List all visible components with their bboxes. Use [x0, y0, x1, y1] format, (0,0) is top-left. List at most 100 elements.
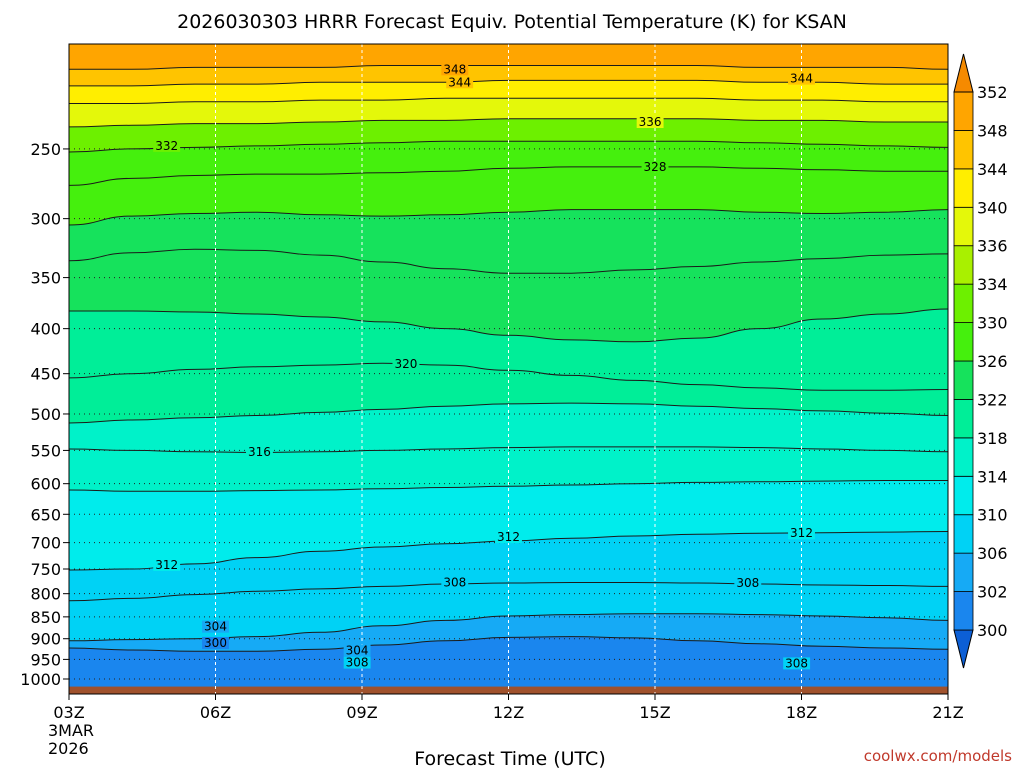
- y-tick-label: 650: [30, 505, 61, 524]
- contour-label-bg: [153, 139, 181, 152]
- contour-label-group: 332: [153, 139, 181, 153]
- colorbar-label: 340: [977, 198, 1008, 217]
- contour-label: 304: [204, 620, 227, 634]
- y-tick-label: 300: [30, 210, 61, 229]
- colorbar-segment: [953, 591, 974, 631]
- colorbar-segment: [953, 437, 974, 477]
- contour-label-bg: [343, 644, 371, 657]
- colorbar-segment: [953, 322, 974, 362]
- contour-336: [69, 118, 948, 128]
- contour-label: 308: [346, 656, 369, 670]
- contour-label-bg: [495, 531, 522, 544]
- x-tick-label: 18Z: [786, 703, 817, 722]
- contour-label-group: 328: [641, 160, 669, 174]
- contour-label-bg: [202, 636, 229, 649]
- contour-label-bg: [788, 72, 815, 85]
- y-tick-label: 900: [30, 630, 61, 649]
- contour-label-group: 308: [783, 656, 811, 670]
- contour-label-group: 344: [446, 75, 474, 89]
- contour-label-bg: [636, 116, 664, 129]
- contour-label-bg: [441, 63, 469, 76]
- colorbar-segment: [953, 399, 974, 439]
- x-axis-label: Forecast Time (UTC): [414, 748, 605, 768]
- contour-label-group: 312: [153, 558, 181, 572]
- contour-label: 336: [639, 115, 662, 129]
- y-tick-label: 850: [30, 608, 61, 627]
- contour-label: 300: [204, 636, 227, 650]
- colorbar-segment: [953, 245, 974, 285]
- contour-label-group: 348: [441, 62, 469, 76]
- contour-label-group: 300: [202, 636, 229, 650]
- contour-label-bg: [245, 445, 273, 458]
- colorbar-label: 322: [977, 390, 1008, 409]
- contour-label: 348: [443, 62, 466, 76]
- colorbar-label: 314: [977, 467, 1008, 486]
- colorbar-segment: [953, 360, 974, 400]
- y-tick-label: 550: [30, 441, 61, 460]
- colorbar-label: 348: [977, 121, 1008, 140]
- contour-318: [69, 402, 948, 424]
- colorbar-label: 318: [977, 429, 1008, 448]
- contour-label: 344: [790, 72, 813, 86]
- y-tick-label: 400: [30, 320, 61, 339]
- colorbar-label: 300: [977, 621, 1008, 640]
- contour-label-bg: [783, 657, 811, 670]
- y-tick-label: 950: [30, 650, 61, 669]
- contour-label-bg: [392, 358, 420, 371]
- colorbar-segment: [953, 552, 974, 592]
- contour-label-bg: [641, 160, 669, 173]
- y-tick-label: 500: [30, 405, 61, 424]
- contour-322: [69, 308, 948, 343]
- y-tick-label: 1000: [20, 670, 61, 689]
- terrain-strip: [69, 686, 948, 694]
- y-tick-label: 700: [30, 534, 61, 553]
- colorbar-label: 310: [977, 506, 1008, 525]
- x-tick-label: 21Z: [932, 703, 963, 722]
- contour-label: 312: [155, 558, 178, 572]
- contour-label-bg: [441, 576, 469, 589]
- y-tick-label: 450: [30, 365, 61, 384]
- contour-label-bg: [446, 76, 474, 89]
- colorbar-label: 306: [977, 544, 1008, 563]
- contour-label: 344: [448, 75, 471, 89]
- contour-label: 308: [785, 656, 808, 670]
- colorbar-label: 302: [977, 583, 1008, 602]
- colorbar-label: 352: [977, 83, 1008, 102]
- contour-label-group: 304: [202, 620, 229, 634]
- contour-label: 308: [736, 576, 759, 590]
- y-tick-label: 350: [30, 269, 61, 288]
- colorbar-segment: [953, 514, 974, 554]
- y-tick-label: 800: [30, 585, 61, 604]
- contour-label-group: 308: [441, 576, 469, 590]
- colorbar-segment: [953, 283, 974, 323]
- contour-label: 332: [155, 139, 178, 153]
- contour-label-group: 344: [788, 72, 815, 86]
- chart-title: 2026030303 HRRR Forecast Equiv. Potentia…: [177, 11, 847, 33]
- credit-text: coolwx.com/models: [864, 747, 1012, 765]
- colorbar: 300 302 306 310 314 318 322 326 330 334 336 340 344 3…: [953, 53, 1008, 669]
- colorbar-segment: [953, 91, 974, 131]
- colorbar-label: 330: [977, 314, 1008, 333]
- contour-label-group: 308: [343, 656, 371, 670]
- contour-label-bg: [343, 656, 371, 669]
- contour-label-group: 308: [734, 576, 762, 590]
- contour-label: 308: [443, 576, 466, 590]
- x-tick-label: 12Z: [493, 703, 524, 722]
- contour-label-bg: [788, 527, 815, 540]
- contour-314: [69, 480, 948, 492]
- x-date-label: 2026: [48, 739, 89, 758]
- contour-label-group: 312: [788, 526, 815, 540]
- contour-label-group: 320: [392, 357, 420, 371]
- x-tick-label: 09Z: [346, 703, 377, 722]
- colorbar-low-arrow: [953, 629, 974, 669]
- x-tick-label: 03Z: [53, 703, 84, 722]
- contour-label-bg: [202, 620, 229, 633]
- contour-label-group: 316: [245, 445, 273, 459]
- y-tick-label: 250: [30, 140, 61, 159]
- contour-label: 312: [497, 530, 520, 544]
- colorbar-label: 334: [977, 275, 1008, 294]
- contour-label: 304: [346, 643, 369, 657]
- colorbar-segment: [953, 130, 974, 170]
